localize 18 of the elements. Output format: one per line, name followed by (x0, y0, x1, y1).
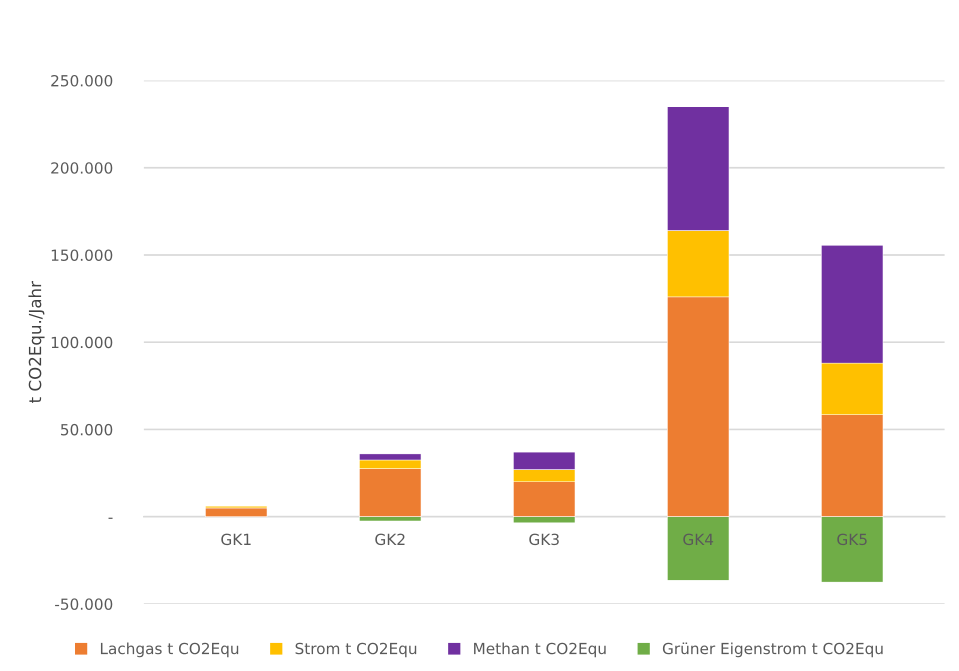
y-tick-label: 200.000 (51, 162, 112, 174)
y-tick-label: 50.000 (61, 424, 112, 436)
y-tick-label: - (108, 518, 113, 519)
y-tick-label: 150.000 (52, 249, 112, 261)
x-tick-label: GK5 (837, 534, 867, 546)
y-tick-label: -50.000 (55, 598, 112, 610)
x-tick-label: GK2 (375, 534, 404, 546)
legend-label: Grüner Eigenstrom t CO2Equ (662, 642, 883, 658)
y-tick-label: 100.000 (52, 336, 112, 348)
x-tick-label: GK1 (221, 534, 251, 546)
y-axis-title: t CO2Equ./Jahr (28, 281, 45, 403)
x-tick-label: GK4 (683, 534, 714, 546)
bar (205, 508, 268, 517)
x-tick-label: GK3 (529, 534, 559, 546)
legend-label: Lachgas t CO2Equ (100, 642, 238, 658)
legend-label: Methan t CO2Equ (474, 642, 606, 658)
y-tick-label: 250.000 (51, 74, 112, 87)
legend-label: Strom t CO2Equ (296, 642, 416, 658)
